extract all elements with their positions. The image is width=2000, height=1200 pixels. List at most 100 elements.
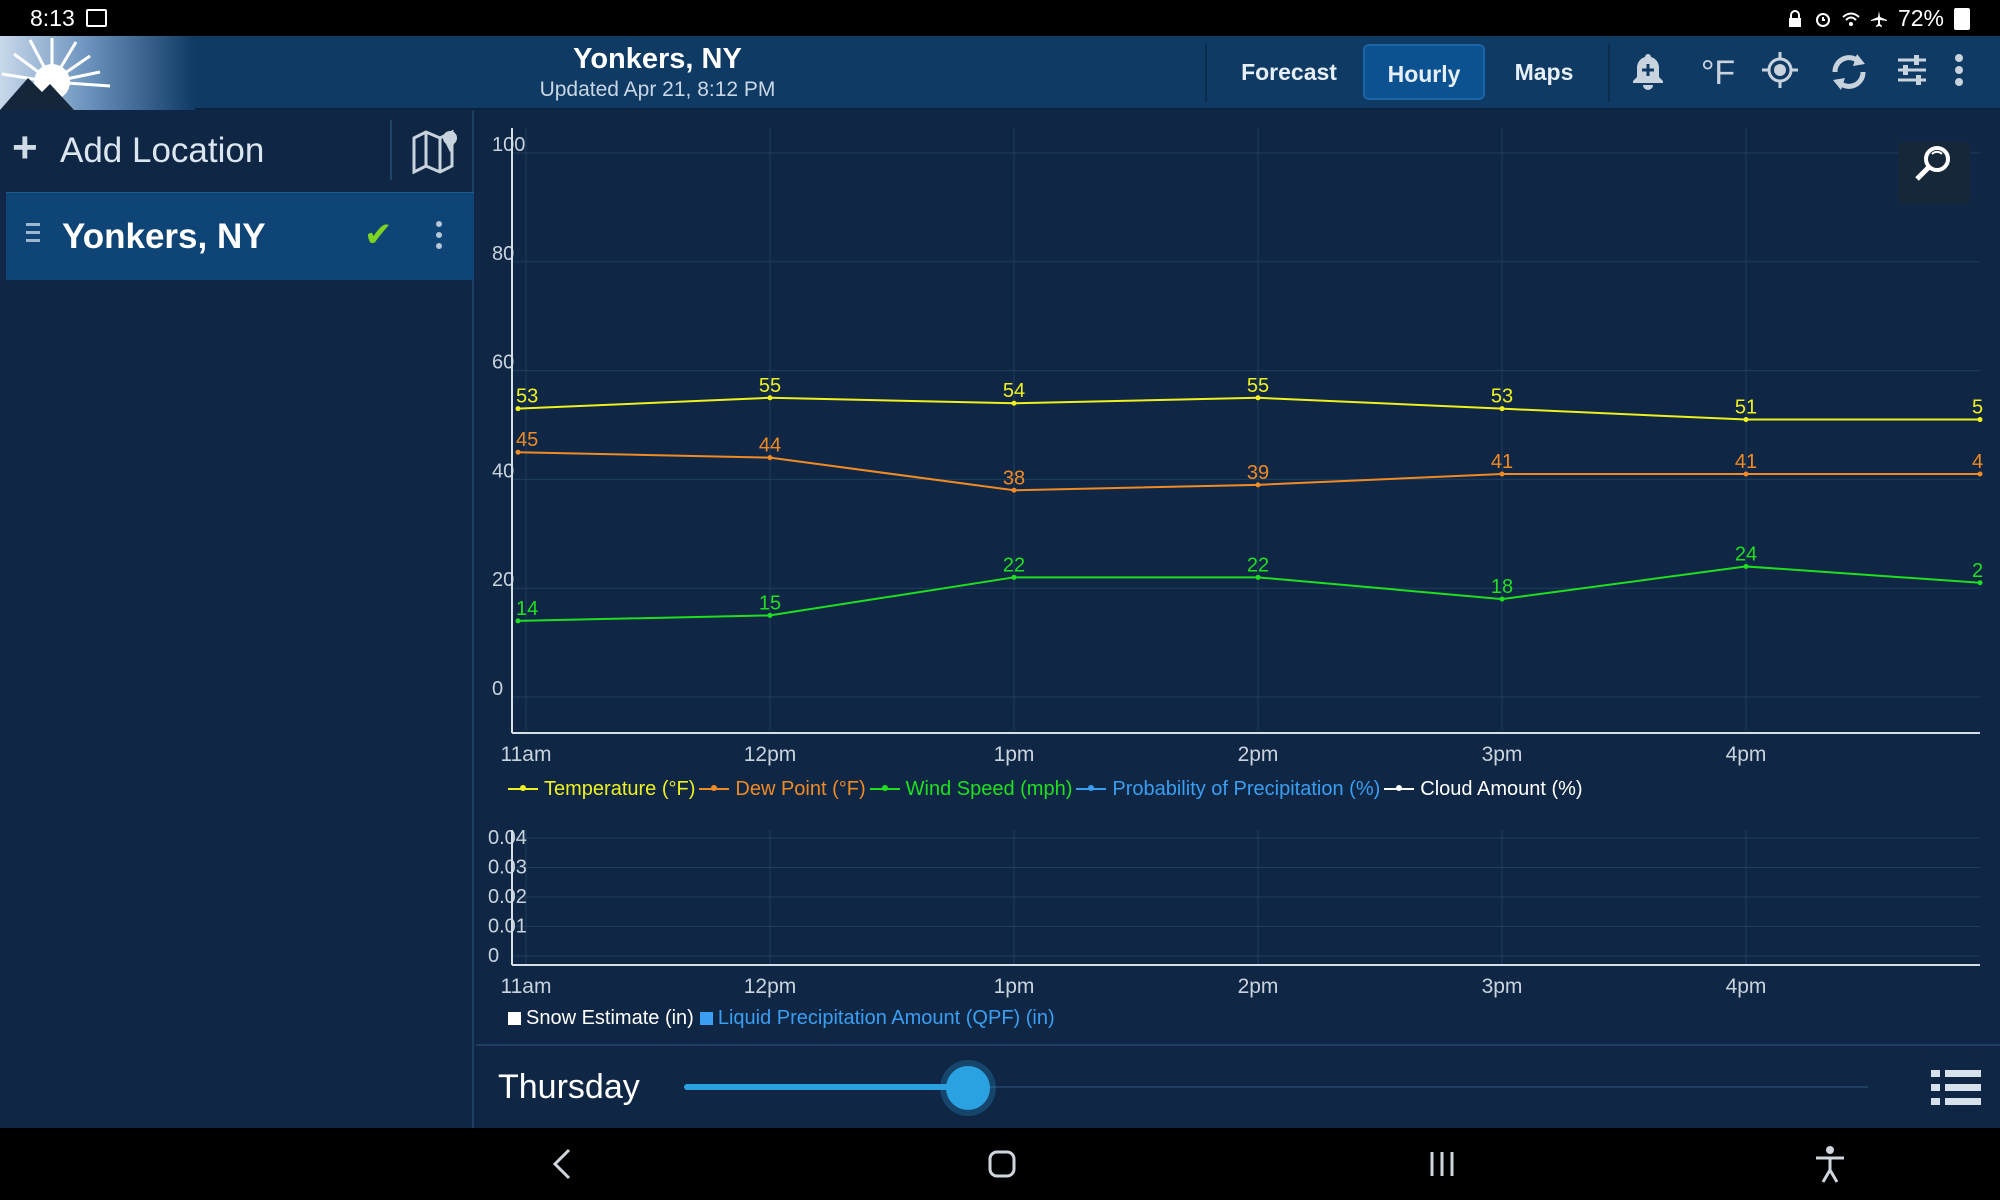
data-label: 51 <box>1735 397 1757 419</box>
data-label: 38 <box>1003 467 1025 489</box>
data-point <box>1255 395 1261 401</box>
data-point <box>1977 471 1983 477</box>
refresh-icon[interactable] <box>1826 50 1872 96</box>
data-label: 41 <box>1735 451 1757 473</box>
location-more-icon[interactable] <box>436 221 444 254</box>
plus-icon: + <box>12 123 38 172</box>
legend-qpf[interactable]: Liquid Precipitation Amount (QPF) (in) <box>717 1007 1055 1029</box>
data-point <box>1499 406 1505 412</box>
zoom-reset-button[interactable] <box>1898 142 1970 204</box>
units-toggle[interactable]: °F <box>1700 54 1736 92</box>
tab-forecast[interactable]: Forecast <box>1241 59 1337 85</box>
app-logo <box>0 36 195 110</box>
airplane-icon <box>1870 10 1887 27</box>
settings-sliders-icon[interactable] <box>1889 50 1935 96</box>
y-tick-label: 0.03 <box>488 857 527 879</box>
snow-swatch <box>508 1012 521 1025</box>
data-point <box>1977 580 1983 586</box>
legend-precip-probability[interactable]: Probability of Precipitation (%) <box>1076 778 1380 801</box>
data-label: 41 <box>1491 451 1513 473</box>
add-location-label: Add Location <box>60 131 265 170</box>
data-label: 53 <box>1491 386 1513 408</box>
data-point <box>767 455 773 461</box>
data-label: 53 <box>516 386 538 408</box>
legend-temperature[interactable]: Temperature (°F) <box>508 778 695 801</box>
tab-maps[interactable]: Maps <box>1514 59 1574 85</box>
nav-divider <box>1205 44 1207 102</box>
hourly-charts: 0 20 40 60 80 100 11am 12pm 1pm 2pm 3pm 4pm 53 55 54 55… <box>476 110 2000 1048</box>
x-tick-label: 4pm <box>1726 975 1767 998</box>
y-tick-label: 100 <box>492 134 525 156</box>
more-vert-icon[interactable] <box>1944 50 1974 96</box>
list-view-icon[interactable] <box>1931 1066 1981 1110</box>
back-icon[interactable] <box>541 1142 585 1186</box>
data-point <box>1743 471 1749 477</box>
header-city: Yonkers, NY <box>573 43 742 75</box>
data-point <box>1011 487 1017 493</box>
location-item-yonkers[interactable]: Yonkers, NY ✔ <box>6 192 474 280</box>
image-icon <box>86 9 107 27</box>
data-point <box>515 449 521 455</box>
data-point <box>767 612 773 618</box>
x-tick-label: 1pm <box>994 743 1035 766</box>
divider <box>390 120 392 180</box>
data-label: 45 <box>516 429 538 451</box>
data-label: 5 <box>1972 397 1983 419</box>
accessibility-icon[interactable] <box>1808 1142 1852 1186</box>
x-tick-label: 2pm <box>1238 743 1279 766</box>
day-selector: Thursday <box>476 1044 2000 1128</box>
status-bar: 8:13 72% <box>0 0 2000 36</box>
location-sidebar: + Add Location Yonkers, NY ✔ <box>0 110 474 1128</box>
bell-plus-icon[interactable] <box>1625 50 1671 96</box>
legend-dew-point[interactable]: Dew Point (°F) <box>699 778 866 801</box>
data-label: 39 <box>1247 462 1269 484</box>
day-slider-track[interactable] <box>684 1084 1868 1090</box>
data-point <box>1499 471 1505 477</box>
data-label: 15 <box>759 592 781 614</box>
add-location-button[interactable]: + Add Location <box>0 110 474 192</box>
data-label: 18 <box>1491 576 1513 598</box>
locate-icon[interactable] <box>1757 50 1803 96</box>
data-label: 54 <box>1003 380 1025 402</box>
day-label: Thursday <box>498 1068 640 1106</box>
alarm-icon <box>1815 12 1830 27</box>
y-tick-label: 0 <box>492 678 503 700</box>
recents-icon[interactable] <box>1420 1142 1464 1186</box>
data-label: 55 <box>1247 375 1269 397</box>
data-label: 22 <box>1247 554 1269 576</box>
location-title: Yonkers, NY Updated Apr 21, 8:12 PM <box>430 42 885 104</box>
legend-cloud-amount[interactable]: Cloud Amount (%) <box>1384 778 1583 801</box>
data-label: 14 <box>516 598 538 620</box>
header-updated: Updated Apr 21, 8:12 PM <box>539 78 776 101</box>
x-tick-label: 1pm <box>994 975 1035 998</box>
precip-legend: Snow Estimate (in) Liquid Precipitation … <box>508 1007 1055 1030</box>
drag-handle-icon[interactable] <box>26 223 40 247</box>
lock-icon <box>1788 9 1801 27</box>
data-label: 44 <box>759 435 781 457</box>
data-label: 2 <box>1972 560 1983 582</box>
data-point <box>1743 563 1749 569</box>
sun-mountain-logo <box>0 38 111 110</box>
y-tick-label: 0 <box>488 945 499 967</box>
app-header: Yonkers, NY Updated Apr 21, 8:12 PM Fore… <box>0 36 2000 110</box>
home-icon[interactable] <box>980 1142 1024 1186</box>
x-tick-label: 11am <box>501 975 552 998</box>
x-tick-label: 12pm <box>744 743 797 766</box>
data-label: 22 <box>1003 554 1025 576</box>
y-tick-label: 0.02 <box>488 886 527 908</box>
data-point <box>1255 482 1261 488</box>
legend-wind-speed[interactable]: Wind Speed (mph) <box>869 778 1072 801</box>
legend-snow[interactable]: Snow Estimate (in) <box>526 1007 694 1029</box>
data-point <box>1011 400 1017 406</box>
day-slider-thumb[interactable] <box>946 1066 991 1110</box>
data-label: 24 <box>1735 543 1757 565</box>
location-name: Yonkers, NY <box>62 217 266 256</box>
y-tick-label: 40 <box>492 460 514 482</box>
data-point <box>515 406 521 412</box>
x-tick-label: 3pm <box>1482 743 1523 766</box>
map-icon[interactable] <box>412 128 460 174</box>
x-tick-label: 2pm <box>1238 975 1279 998</box>
x-tick-label: 12pm <box>744 975 797 998</box>
tab-hourly[interactable]: Hourly <box>1363 44 1485 100</box>
